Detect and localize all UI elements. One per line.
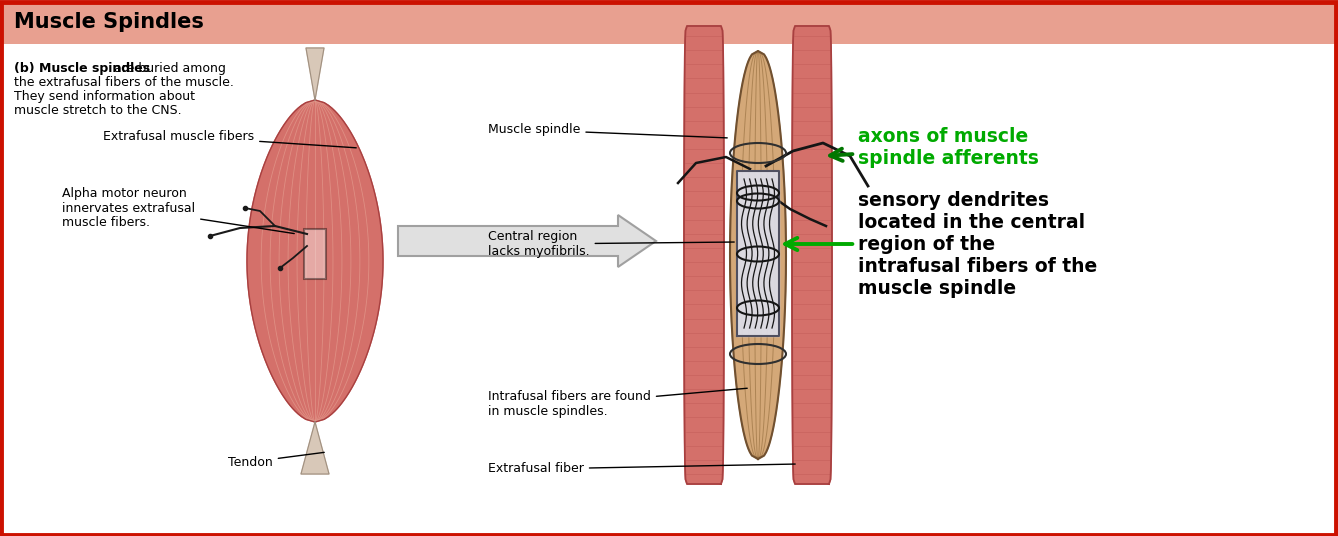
Text: Muscle Spindles: Muscle Spindles [13, 12, 203, 32]
Text: Extrafusal fiber: Extrafusal fiber [488, 463, 795, 475]
Polygon shape [731, 51, 785, 459]
Text: muscle stretch to the CNS.: muscle stretch to the CNS. [13, 104, 182, 117]
Text: sensory dendrites
located in the central
region of the
intrafusal fibers of the
: sensory dendrites located in the central… [785, 190, 1097, 297]
Polygon shape [684, 26, 724, 484]
Text: Central region
lacks myofibrils.: Central region lacks myofibrils. [488, 230, 735, 258]
Bar [1, 1, 1337, 44]
Text: Alpha motor neuron
innervates extrafusal
muscle fibers.: Alpha motor neuron innervates extrafusal… [62, 187, 294, 234]
Bar [304, 229, 326, 279]
Polygon shape [248, 100, 383, 422]
Text: the extrafusal fibers of the muscle.: the extrafusal fibers of the muscle. [13, 76, 234, 89]
Text: axons of muscle
spindle afferents: axons of muscle spindle afferents [830, 128, 1038, 168]
Polygon shape [792, 26, 832, 484]
Text: are buried among: are buried among [110, 62, 226, 75]
Text: Muscle spindle: Muscle spindle [488, 123, 728, 138]
Polygon shape [737, 171, 779, 336]
Text: Tendon: Tendon [227, 452, 324, 468]
Text: Intrafusal fibers are found
in muscle spindles.: Intrafusal fibers are found in muscle sp… [488, 388, 747, 418]
Polygon shape [301, 422, 329, 474]
Polygon shape [306, 48, 324, 100]
Text: They send information about: They send information about [13, 90, 195, 103]
Text: Extrafusal muscle fibers: Extrafusal muscle fibers [103, 130, 356, 148]
FancyArrow shape [397, 215, 656, 267]
Text: (b) Muscle spindles: (b) Muscle spindles [13, 62, 150, 75]
